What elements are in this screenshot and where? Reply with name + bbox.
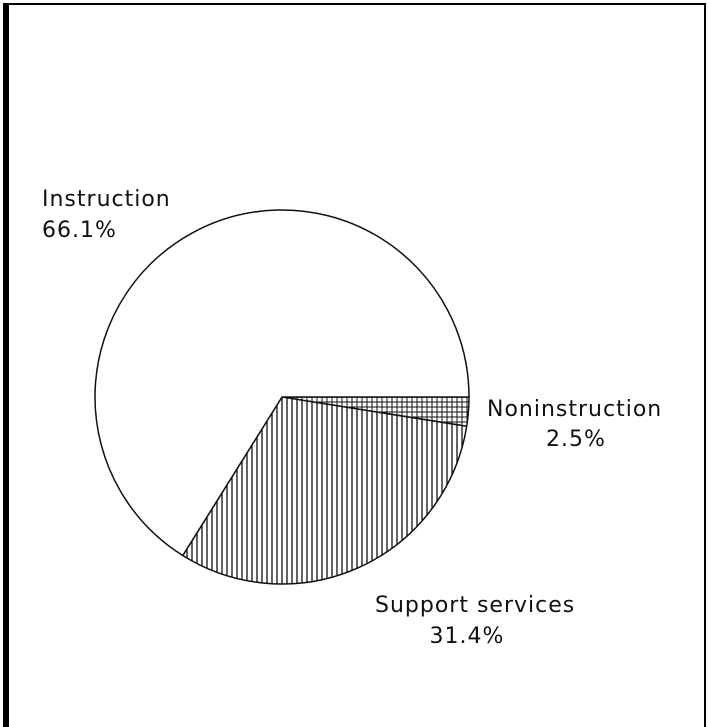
slice-label: Instruction: [42, 187, 171, 212]
slice-value-label: 66.1%: [42, 218, 117, 243]
slice-value-label: 2.5%: [546, 427, 606, 452]
slice-label: Support services: [375, 593, 575, 618]
pie-slice: [181, 396, 468, 585]
pie-slice: [94, 209, 470, 557]
slice-value-label: 31.4%: [430, 624, 505, 649]
slice-label: Noninstruction: [487, 397, 662, 422]
